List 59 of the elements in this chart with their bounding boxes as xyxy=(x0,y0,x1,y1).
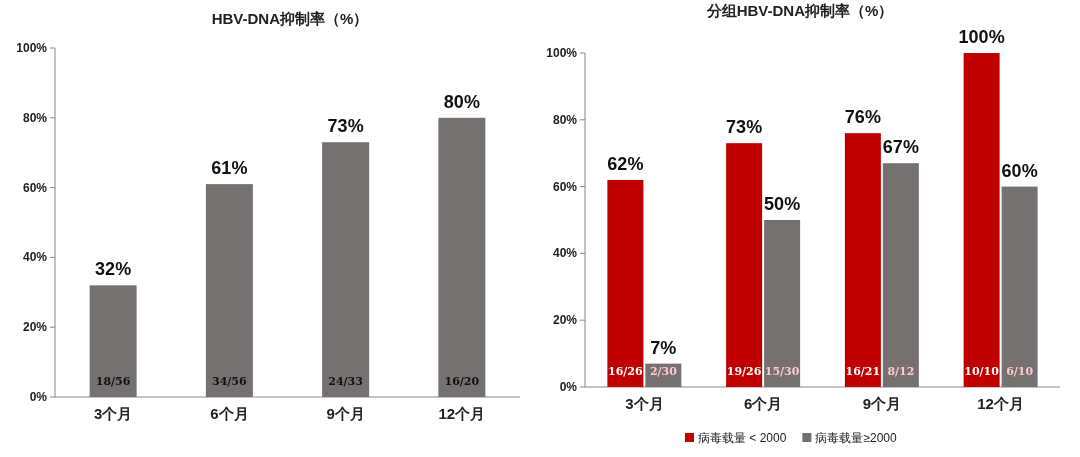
annotation: 15/30 xyxy=(764,365,800,378)
y-tick-label: 80% xyxy=(22,110,48,125)
y-tick-label: 20% xyxy=(22,320,48,335)
data-label: 62% xyxy=(607,153,644,174)
annotation: 16/21 xyxy=(845,365,881,378)
annotation: 34/56 xyxy=(212,375,248,388)
bar xyxy=(205,184,253,397)
annotation: 24/33 xyxy=(328,375,363,388)
data-label: 73% xyxy=(327,116,364,137)
annotation: 8/12 xyxy=(887,365,915,378)
bar xyxy=(607,179,644,387)
annotation: 2/30 xyxy=(649,365,678,378)
y-tick-label: 20% xyxy=(552,313,578,328)
chart-title: HBV-DNA抑制率（%） xyxy=(211,10,369,27)
bar xyxy=(764,220,801,387)
bar xyxy=(322,142,370,397)
data-label: 60% xyxy=(1001,160,1038,181)
data-label: 80% xyxy=(443,91,480,112)
y-tick-label: 60% xyxy=(22,180,48,195)
x-tick-label: 9个月 xyxy=(326,405,365,422)
y-tick-label: 60% xyxy=(552,179,578,194)
y-tick-label: 0% xyxy=(29,390,48,404)
y-tick-label: 40% xyxy=(552,246,578,261)
bar xyxy=(438,117,486,397)
bar xyxy=(963,53,1000,387)
data-label: 73% xyxy=(726,117,763,138)
data-label: 76% xyxy=(844,107,881,128)
x-tick-label: 6个月 xyxy=(743,395,783,412)
data-label: 67% xyxy=(882,137,919,158)
bar xyxy=(89,285,137,397)
x-tick-label: 9个月 xyxy=(862,395,902,412)
data-label: 100% xyxy=(958,27,1005,47)
x-tick-label: 12个月 xyxy=(977,395,1024,412)
data-label: 61% xyxy=(211,158,248,179)
annotation: 18/56 xyxy=(95,375,131,388)
x-tick-label: 12个月 xyxy=(438,405,486,422)
x-tick-label: 6个月 xyxy=(210,405,249,422)
annotation: 16/20 xyxy=(444,375,480,388)
y-tick-label: 100% xyxy=(16,41,48,55)
data-label: 7% xyxy=(650,337,677,358)
bar xyxy=(1001,186,1038,387)
y-tick-label: 40% xyxy=(22,250,48,265)
chart-title: 分组HBV-DNA抑制率（%） xyxy=(705,2,894,19)
y-tick-label: 80% xyxy=(552,112,578,127)
legend-label: 病毒载量≥2000 xyxy=(815,431,897,445)
annotation: 16/26 xyxy=(608,365,644,378)
bar xyxy=(882,163,919,387)
bar xyxy=(726,143,763,387)
y-tick-label: 100% xyxy=(546,46,578,60)
data-label: 50% xyxy=(764,194,801,214)
annotation: 10/10 xyxy=(964,365,1000,378)
annotation: 19/26 xyxy=(726,365,762,378)
bar xyxy=(844,133,881,387)
data-label: 32% xyxy=(95,259,132,280)
x-tick-label: 3个月 xyxy=(625,395,664,412)
annotation: 6/10 xyxy=(1006,365,1034,378)
x-tick-label: 3个月 xyxy=(93,405,133,422)
legend-label: 病毒载量 < 2000 xyxy=(698,431,787,445)
y-tick-label: 0% xyxy=(559,380,578,394)
